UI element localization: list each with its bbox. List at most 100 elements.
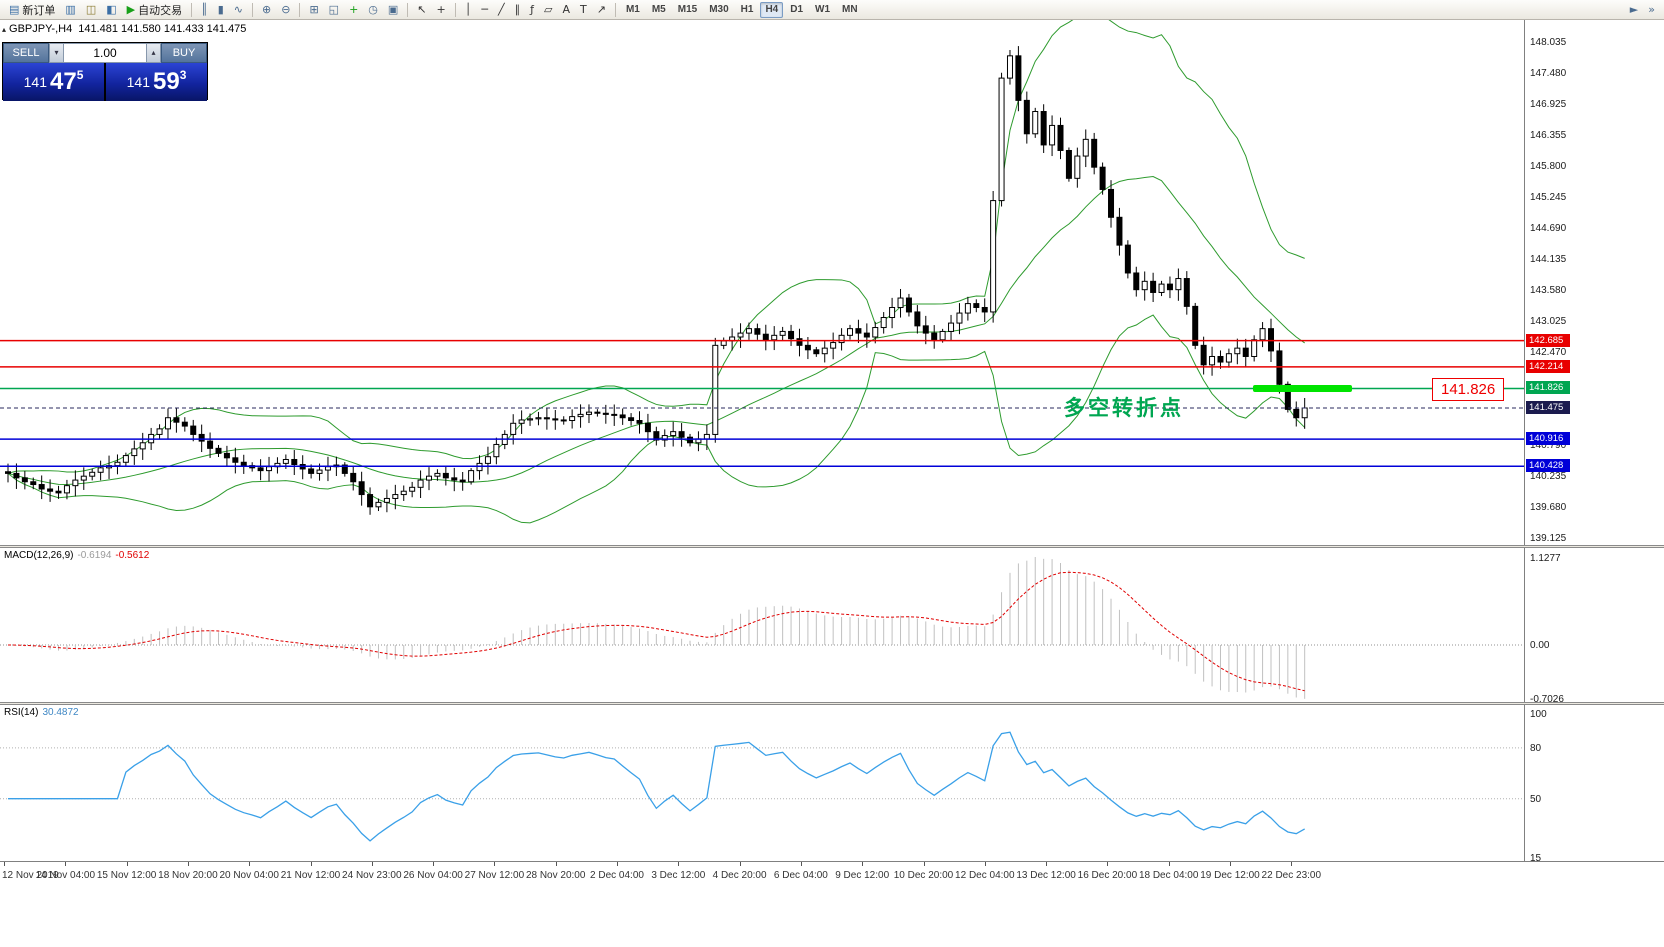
panel-splitter-macd[interactable] (0, 545, 1664, 548)
price-badge-140.428: 140.428 (1526, 459, 1570, 473)
time-tick (126, 862, 128, 866)
chart-window-button[interactable]: ▥ (61, 2, 79, 18)
bb-upper-band (7, 20, 1305, 474)
market-watch-button[interactable]: ◧ (102, 2, 120, 18)
timeframe-d1-button[interactable]: D1 (785, 2, 808, 18)
time-tick (800, 862, 802, 866)
timeframe-m15-button[interactable]: M15 (673, 2, 702, 18)
timeframe-mn-button[interactable]: MN (837, 2, 863, 18)
price-axis[interactable]: 148.035 147.480 146.925 146.355 145.800 145.2… (1524, 20, 1664, 864)
rsi-panel[interactable] (0, 705, 1524, 861)
lot-increase-button[interactable]: ▴ (146, 43, 161, 63)
macd-value-2: -0.5612 (115, 550, 150, 561)
market-watch-icon: ◧ (106, 2, 117, 16)
price-axis-label: 143.025 (1530, 315, 1567, 327)
pointer-button[interactable]: ► (1626, 2, 1642, 18)
indicators-button[interactable]: + (345, 2, 362, 18)
price-axis-label: 142.470 (1530, 346, 1567, 358)
vertical-line-button[interactable]: │ (461, 2, 476, 18)
chart-annotation[interactable]: 多空转折点 (1064, 396, 1184, 420)
highlight-trend-segment[interactable] (1253, 384, 1352, 392)
macd-panel[interactable] (0, 548, 1524, 702)
zoom-in-icon: ⊕ (262, 2, 272, 16)
sell-price-main: 141 (23, 74, 47, 90)
autotrading-button[interactable]: ▶ 自动交易 (123, 2, 186, 18)
price-axis-label: 148.035 (1530, 36, 1567, 48)
timeframe-m5-button[interactable]: M5 (647, 2, 671, 18)
timeframe-m30-button[interactable]: M30 (704, 2, 733, 18)
bb-middle-band (7, 176, 1305, 486)
time-tick (1168, 862, 1170, 866)
lot-decrease-button[interactable]: ▾ (49, 43, 64, 63)
arrows-icon: ↗ (596, 2, 606, 16)
sell-price-display[interactable]: 141 47 5 (3, 63, 104, 101)
fibonacci-button[interactable]: ƒ (526, 2, 538, 18)
zoom-in-button[interactable]: ⊕ (258, 2, 275, 18)
bar-chart-icon: ║ (201, 2, 208, 16)
time-tick (984, 862, 986, 866)
macd-label: MACD(12,26,9) -0.6194 -0.5612 (4, 550, 149, 561)
rsi-label: RSI(14) 30.4872 (4, 707, 79, 718)
shapes-button[interactable]: ▱ (540, 2, 556, 18)
text-button[interactable]: A (558, 2, 574, 18)
time-axis-label: 6 Dec 04:00 (773, 870, 828, 881)
symbol-period-label: GBPJPY-,H4 (9, 23, 73, 35)
main-chart[interactable] (0, 20, 1524, 545)
time-axis-label: 9 Dec 12:00 (835, 870, 890, 881)
timeframe-label: W1 (815, 4, 831, 15)
time-axis-label: 27 Nov 12:00 (464, 870, 525, 881)
text-label-button[interactable]: T (576, 2, 591, 18)
timeframe-h4-button[interactable]: H4 (760, 1, 784, 18)
time-tick (310, 862, 312, 866)
panel-splitter-rsi[interactable] (0, 702, 1664, 705)
equidistant-channel-button[interactable]: ∥ (511, 2, 525, 18)
crosshair-button[interactable]: + (433, 2, 450, 18)
period-clock-button[interactable]: ◷ (364, 2, 382, 18)
profiles-button[interactable]: ◫ (82, 2, 100, 18)
line-chart-button[interactable]: ∿ (230, 2, 247, 18)
tile-windows-button[interactable]: ⊞ (305, 2, 322, 18)
time-tick (1230, 862, 1231, 866)
time-axis-label: 2 Dec 04:00 (590, 870, 644, 881)
chart-corner-icon: ▴ (2, 25, 7, 34)
buy-button[interactable]: BUY (161, 43, 207, 63)
cascade-windows-button[interactable]: ◱ (325, 2, 343, 18)
price-callout-box[interactable]: 141.826 (1432, 378, 1505, 401)
time-tick (923, 862, 925, 866)
sell-price-pips: 47 (49, 68, 77, 95)
lot-size-input[interactable] (64, 43, 146, 63)
bar-chart-button[interactable]: ║ (197, 2, 212, 18)
timeframe-w1-button[interactable]: W1 (810, 2, 835, 18)
price-badge-140.916: 140.916 (1526, 432, 1570, 446)
buy-price-display[interactable]: 141 59 3 (106, 63, 207, 101)
trendline-button[interactable]: ╱ (494, 2, 509, 18)
new-order-button[interactable]: ▤ 新订单 (5, 2, 59, 18)
sell-button[interactable]: SELL (3, 43, 49, 63)
time-axis[interactable]: 12 Nov 2019 14 Nov 04:00 15 Nov 12:00 18 No… (0, 861, 1664, 893)
price-axis-label: 147.480 (1530, 67, 1567, 79)
time-axis-label: 16 Dec 20:00 (1077, 870, 1138, 881)
templates-button[interactable]: ▣ (384, 2, 402, 18)
price-axis-label: 140.790 (1530, 440, 1567, 452)
more-icon: » (1648, 2, 1655, 16)
toolbar-separator (407, 2, 409, 17)
horizontal-line-button[interactable]: ─ (477, 2, 492, 18)
timeframe-label: M1 (625, 4, 640, 15)
toolbar-separator (191, 2, 193, 17)
cursor-button[interactable]: ↖ (413, 2, 430, 18)
ohlc-values: 141.481 141.580 141.433 141.475 (78, 23, 247, 35)
candles (5, 46, 1308, 515)
time-axis-label: 20 Nov 04:00 (219, 870, 279, 881)
toolbar: ▤ 新订单 ▥ ◫ ◧ ▶ 自动交易 ║ ▮ ∿ ⊕ ⊖ ⊞ ◱ + ◷ ▣ ↖ + │ ─ ╱ ∥ ƒ ▱ A T ↗ M1 M5 M15… (0, 0, 1664, 20)
zoom-out-icon: ⊖ (281, 2, 291, 16)
price-axis-label: 145.245 (1530, 192, 1567, 204)
zoom-out-button[interactable]: ⊖ (277, 2, 294, 18)
chart-area: ▴ GBPJPY-,H4 141.481 141.580 141.433 141.4… (0, 20, 1524, 545)
timeframe-m1-button[interactable]: M1 (621, 2, 645, 18)
time-tick (494, 862, 496, 866)
more-button[interactable]: » (1644, 2, 1659, 18)
candlestick-chart-button[interactable]: ▮ (214, 2, 228, 18)
timeframe-h1-button[interactable]: H1 (736, 2, 759, 18)
arrows-button[interactable]: ↗ (593, 2, 610, 18)
chart-window-icon: ▥ (65, 2, 76, 16)
